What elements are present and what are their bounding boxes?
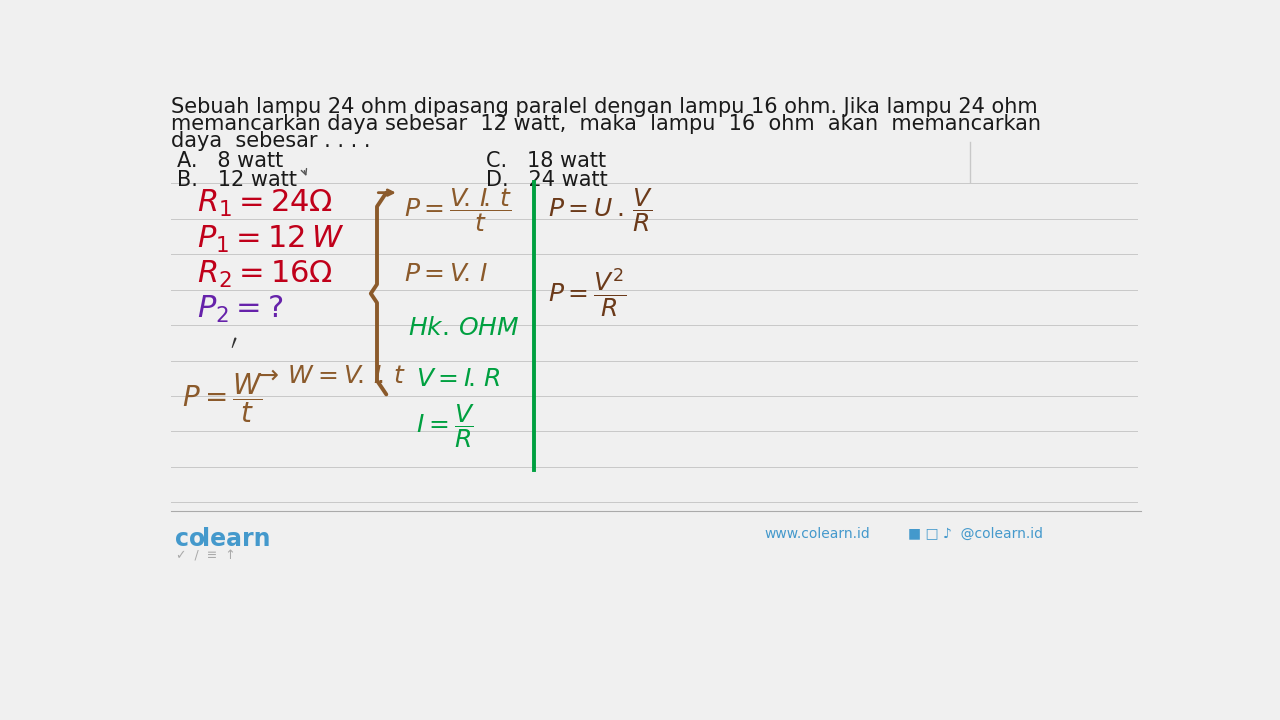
Text: D.   24 watt: D. 24 watt [485,169,607,189]
Text: C.   18 watt: C. 18 watt [485,151,605,171]
Text: $R_1 = 24\Omega$: $R_1 = 24\Omega$ [197,188,333,219]
Text: B.   12 watt: B. 12 watt [177,169,297,189]
Text: $P = V\!.\,I$: $P = V\!.\,I$ [404,264,489,287]
Text: co: co [175,527,206,551]
Text: $P = \dfrac{W}{t}$: $P = \dfrac{W}{t}$ [182,372,262,425]
Text: A.   8 watt: A. 8 watt [177,151,283,171]
Text: www.colearn.id: www.colearn.id [764,527,870,541]
Text: ✓  /  ≡  ↑: ✓ / ≡ ↑ [175,550,236,563]
Text: daya  sebesar . . . .: daya sebesar . . . . [170,131,370,151]
Text: $P_1 = 12\,W$: $P_1 = 12\,W$ [197,223,344,255]
Text: $\prime$: $\prime$ [229,333,237,352]
Text: $R_2 = 16\Omega$: $R_2 = 16\Omega$ [197,259,333,290]
Text: $Hk.\,OHM$: $Hk.\,OHM$ [408,318,520,341]
Text: learn: learn [202,527,270,551]
Text: $I = \dfrac{V}{R}$: $I = \dfrac{V}{R}$ [416,402,475,450]
Text: $\rightarrow\,W = V\!.\,I\!.\,t$: $\rightarrow\,W = V\!.\,I\!.\,t$ [253,365,406,388]
Text: memancarkan daya sebesar  12 watt,  maka  lampu  16  ohm  akan  memancarkan: memancarkan daya sebesar 12 watt, maka l… [170,114,1041,134]
Text: $P_2 = ?$: $P_2 = ?$ [197,294,284,325]
Text: $P = \dfrac{V^2}{R}$: $P = \dfrac{V^2}{R}$ [548,266,626,320]
Text: $P = \dfrac{V\!.\,I\!.\,t}{t}$: $P = \dfrac{V\!.\,I\!.\,t}{t}$ [404,186,512,234]
Text: $P = U\,.\,\dfrac{V}{R}$: $P = U\,.\,\dfrac{V}{R}$ [548,186,653,234]
Text: $V = I\!.\,R$: $V = I\!.\,R$ [416,368,500,391]
Text: ■ □ ♪  @colearn.id: ■ □ ♪ @colearn.id [908,527,1043,541]
Text: Sebuah lampu 24 ohm dipasang paralel dengan lampu 16 ohm. Jika lampu 24 ohm: Sebuah lampu 24 ohm dipasang paralel den… [170,97,1038,117]
